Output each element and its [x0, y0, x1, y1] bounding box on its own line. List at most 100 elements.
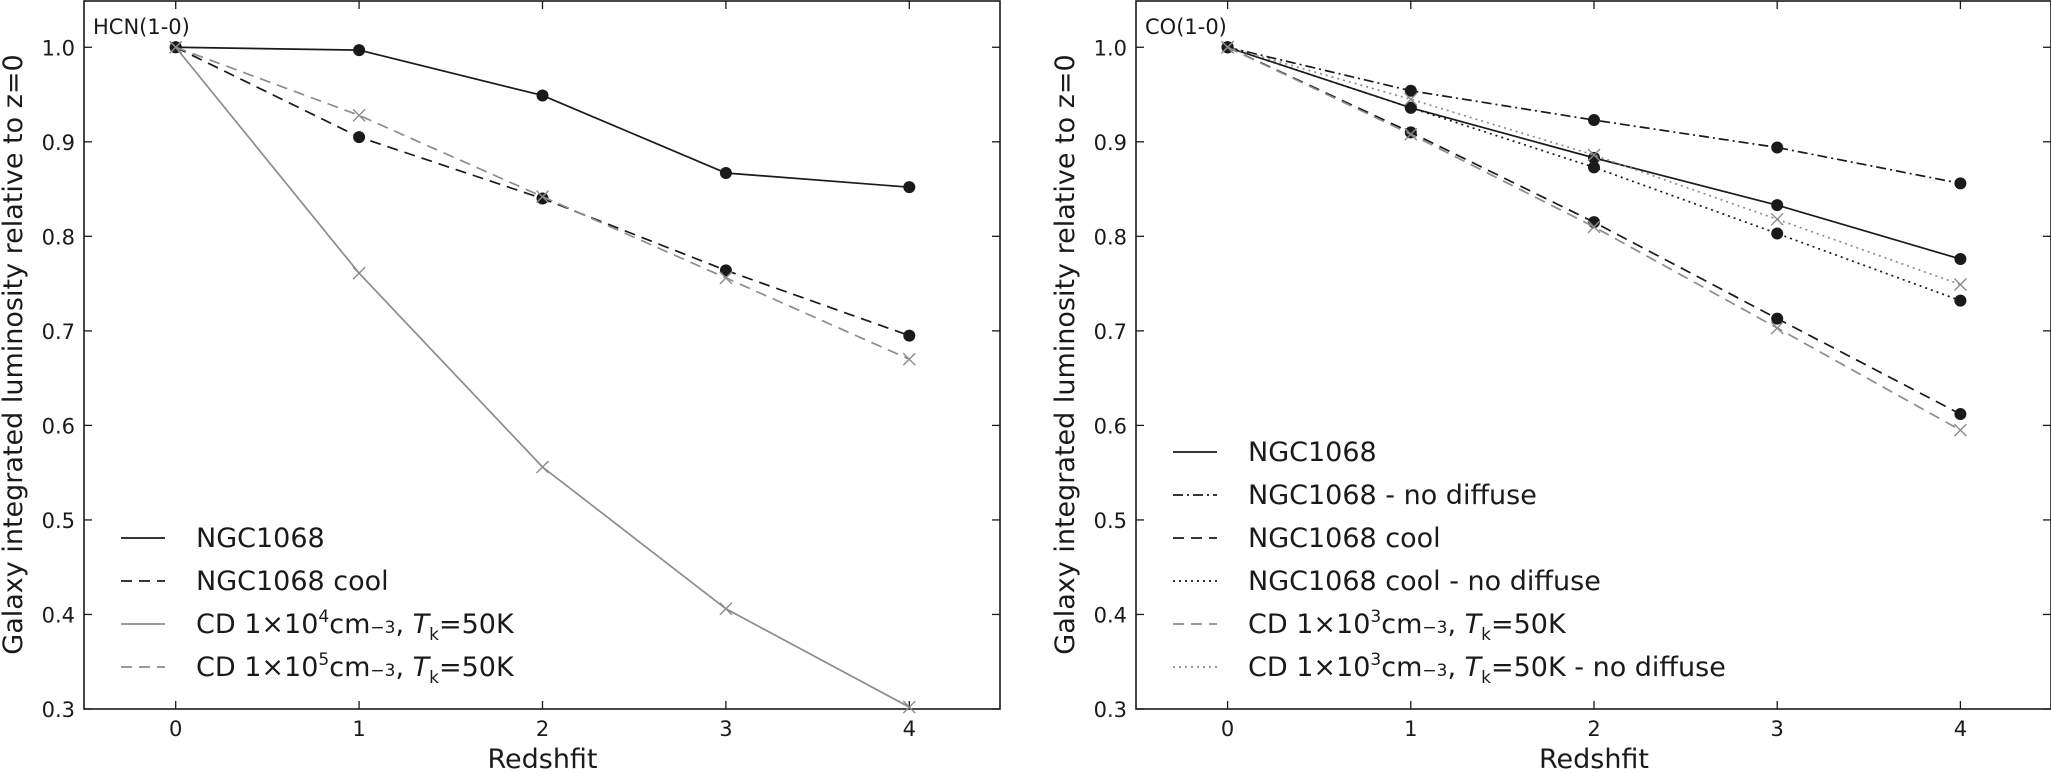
legend-label-part: NGC1068 cool [196, 566, 389, 597]
legend-label-part: K - no diffuse [1548, 652, 1726, 683]
legend-label-part: −3 [370, 661, 395, 681]
data-point [903, 181, 916, 194]
x-marker-stroke [1404, 92, 1418, 106]
legend-label-part: , [395, 609, 412, 640]
series-line [1227, 46, 1961, 431]
legend-label-part: CD [1248, 652, 1296, 683]
panel-1: 0.3 0.4 0.5 0.6 0.7 0.8 0.9 1.0 0 1 2 3 4 Redshfit Gal… [0, 0, 1001, 773]
y-tick-label: 0.8 [1094, 225, 1127, 249]
x-marker-stroke [1221, 40, 1235, 54]
x-marker-stroke [536, 190, 549, 204]
legend-label: NGC1068 cool [1248, 523, 1441, 554]
data-point [1771, 199, 1784, 212]
x-tick-label: 2 [1587, 717, 1600, 741]
legend-label: NGC1068 cool - no diffuse [1248, 566, 1601, 597]
data-point [1954, 177, 1967, 190]
panel-title: CO(1-0) [1145, 15, 1227, 39]
legend-label-part: , [1447, 609, 1464, 640]
legend-label-part: 4 [318, 607, 329, 627]
data-point [719, 271, 733, 285]
legend-label-part: = [439, 652, 462, 683]
data-point [1587, 220, 1601, 234]
series-line [1227, 46, 1961, 302]
axes-frame [83, 0, 1001, 710]
x-tick-label: 3 [719, 717, 732, 741]
legend-label-part: 3 [1370, 607, 1381, 627]
legend-label-part: 1 [244, 652, 261, 683]
legend-label-part: CD [196, 652, 244, 683]
y-tick-label: 0.4 [42, 603, 75, 627]
legend-label-part: K [1548, 609, 1567, 640]
data-point [719, 602, 733, 616]
legend-label-part: cm [1381, 652, 1422, 683]
legend-label-part: 1 [1296, 652, 1313, 683]
data-point [1954, 253, 1967, 266]
legend-label-part: 1 [1296, 609, 1313, 640]
series-5 [1221, 40, 1967, 437]
data-point [1953, 423, 1967, 437]
x-marker-stroke [1587, 220, 1601, 234]
legend-label-part: = [439, 609, 462, 640]
x-tick-label: 4 [1954, 717, 1967, 741]
data-point [536, 89, 549, 102]
data-point [1770, 212, 1784, 226]
series-line [1227, 46, 1961, 415]
legend-label-part: , [395, 652, 412, 683]
data-point [1587, 148, 1601, 162]
legend-label-part: T [413, 652, 432, 683]
legend-label-part: × [261, 652, 284, 683]
legend-label: CD 1×103cm−3, Tk=50K - no diffuse [1248, 650, 1726, 688]
data-point [903, 329, 916, 342]
legend-label-part: = [1491, 652, 1514, 683]
legend-item: NGC1068 - no diffuse [1173, 480, 1537, 511]
series-6 [1221, 40, 1967, 292]
data-point [1588, 114, 1600, 127]
x-marker-stroke [719, 271, 733, 285]
data-point [353, 44, 366, 57]
data-point [1770, 321, 1784, 335]
y-tick-label: 0.4 [1094, 603, 1127, 627]
legend-label-part: × [1313, 652, 1336, 683]
x-marker-stroke [352, 266, 366, 280]
series-line [175, 46, 910, 189]
data-point [719, 166, 732, 179]
y-tick-label: 1.0 [1094, 36, 1127, 60]
legend-item: CD 1×103cm−3, Tk=50K - no diffuse [1173, 650, 1726, 688]
legend-label-part: −3 [1422, 618, 1447, 638]
legend-label-part: NGC1068 cool - no diffuse [1248, 566, 1601, 597]
x-tick-label: 2 [536, 717, 549, 741]
legend-label: CD 1×105cm−3, Tk=50K [196, 650, 515, 688]
x-tick-label: 3 [1771, 717, 1784, 741]
data-point [1404, 101, 1417, 114]
x-marker-stroke [1587, 148, 1601, 162]
legend-label-part: NGC1068 [1248, 437, 1377, 468]
series-4 [1221, 41, 1967, 307]
legend-label-part: K [496, 652, 515, 683]
legend-label-part: k [429, 668, 439, 688]
y-tick-label: 0.9 [42, 131, 75, 155]
series-4 [169, 40, 916, 366]
y-tick-label: 0.8 [42, 225, 75, 249]
legend-item: NGC1068 [1173, 437, 1377, 468]
y-tick-label: 0.6 [42, 414, 75, 438]
data-point [1954, 294, 1967, 307]
legend-label: NGC1068 [1248, 437, 1377, 468]
legend-label-part: cm [329, 609, 370, 640]
x-axis-label: Redshfit [487, 744, 597, 773]
data-point [1771, 227, 1784, 240]
legend-label-part: 10 [1336, 609, 1370, 640]
series-1 [1221, 41, 1967, 266]
legend-label-part: 10 [284, 609, 318, 640]
legend-label: CD 1×104cm−3, Tk=50K [196, 607, 515, 645]
legend-label-part: × [261, 609, 284, 640]
legend-item: NGC1068 cool - no diffuse [1173, 566, 1601, 597]
data-point [1953, 278, 1967, 292]
legend-label-part: 50 [462, 652, 496, 683]
x-marker-stroke [169, 40, 183, 54]
data-point [536, 192, 549, 205]
x-marker-stroke [902, 700, 916, 714]
panel-title: HCN(1-0) [93, 15, 190, 39]
data-point [1771, 312, 1784, 325]
x-axis-label: Redshfit [1539, 744, 1649, 773]
